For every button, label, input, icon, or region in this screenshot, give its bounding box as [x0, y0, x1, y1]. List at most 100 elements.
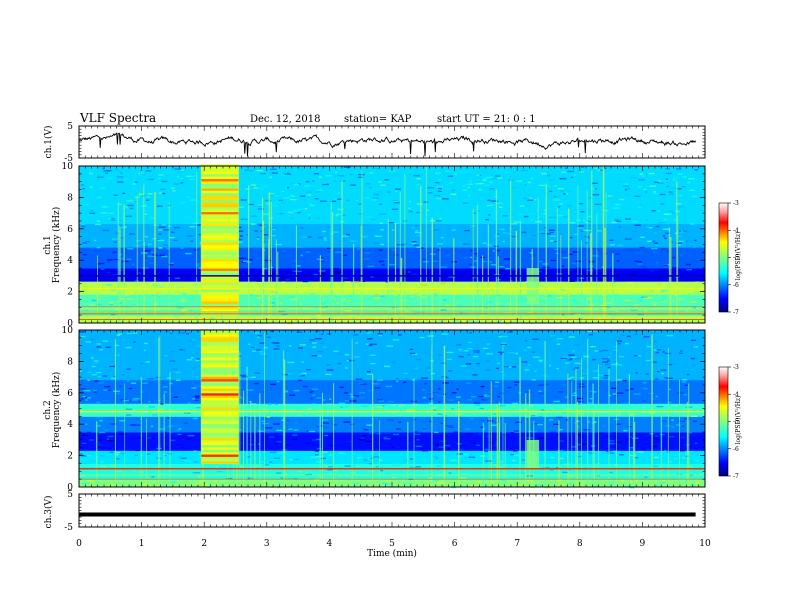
- broadband-burst-cell: [201, 329, 239, 333]
- spectrogram-speckle: [158, 448, 165, 451]
- spectrogram-speckle: [438, 474, 443, 477]
- spectrogram-speckle: [308, 477, 316, 480]
- spectrogram-speckle: [165, 167, 173, 169]
- spectrogram-speckle: [80, 335, 86, 338]
- spectrogram-speckle: [143, 349, 147, 352]
- spectrogram-speckle: [567, 190, 572, 192]
- cb1-gradient: [718, 202, 729, 313]
- spectrogram-speckle: [180, 446, 185, 449]
- spectrogram-speckle: [644, 302, 648, 305]
- spectrogram-speckle: [624, 188, 630, 190]
- broadband-burst-cell: [201, 279, 239, 283]
- spectrogram-speckle: [511, 268, 518, 271]
- spectrogram-speckle: [275, 403, 278, 405]
- spectrogram-speckle: [505, 264, 509, 267]
- spectrogram-speckle: [342, 235, 350, 237]
- spectrogram-speckle: [501, 342, 507, 344]
- spectrogram-speckle: [540, 232, 545, 235]
- spectrogram-speckle: [126, 258, 132, 261]
- spectrogram-speckle: [385, 385, 393, 388]
- spectrogram-speckle: [414, 231, 422, 234]
- spectrogram-speckle: [664, 425, 671, 427]
- spectrogram-speckle: [192, 471, 197, 474]
- spectrogram-speckle: [257, 205, 264, 208]
- spectrogram-band: [79, 416, 705, 420]
- spectrogram-speckle: [442, 318, 448, 320]
- spectrogram-speckle: [387, 400, 395, 403]
- spectrogram-speckle: [398, 408, 402, 410]
- spectrogram-speckle: [122, 260, 129, 263]
- spectrogram-speckle: [409, 352, 416, 355]
- spectrogram-speckle: [625, 437, 632, 440]
- spectrogram-speckle: [441, 198, 449, 200]
- spectrogram-speckle: [112, 293, 117, 295]
- spectrogram-speckle: [340, 180, 346, 182]
- spectrogram-speckle: [279, 277, 283, 279]
- spectrogram-speckle: [531, 351, 536, 353]
- spectrogram-speckle: [358, 173, 365, 176]
- spectrogram-speckle: [498, 371, 505, 373]
- spectrogram-speckle: [292, 270, 296, 272]
- spectrogram-speckle: [559, 483, 565, 486]
- spectrogram-speckle: [675, 203, 682, 205]
- spectrogram-speckle: [261, 241, 268, 243]
- spectrogram-speckle: [106, 259, 113, 261]
- spectrogram-speckle: [103, 170, 110, 172]
- spectrogram-speckle: [448, 181, 454, 184]
- spectrogram-band: [79, 468, 705, 472]
- spectrogram-speckle: [618, 226, 621, 228]
- broadband-burst-cell: [201, 392, 239, 396]
- spectrogram-band: [79, 249, 705, 253]
- spectrogram-speckle: [587, 220, 591, 223]
- spectrogram-speckle: [116, 446, 121, 449]
- spectrogram-speckle: [272, 228, 277, 231]
- spectrogram-speckle: [178, 428, 182, 430]
- spectrogram-speckle: [298, 374, 302, 376]
- broadband-burst-cell: [201, 458, 239, 462]
- spectrogram-speckle: [483, 426, 487, 429]
- spectrogram-speckle: [344, 465, 352, 467]
- spectrogram-speckle: [239, 257, 246, 260]
- spectrogram-speckle: [431, 260, 438, 262]
- spectrogram-speckle: [381, 291, 385, 294]
- spectrogram-speckle: [266, 416, 270, 418]
- spectrogram-speckle: [392, 404, 395, 407]
- spectrogram-speckle: [139, 362, 144, 365]
- spectrogram-speckle: [397, 404, 400, 406]
- broadband-burst-cell: [201, 430, 239, 434]
- spectrogram-speckle: [170, 350, 176, 353]
- spectrogram-speckle: [237, 377, 241, 379]
- spectrogram-speckle: [426, 209, 429, 211]
- spectrogram-speckle: [128, 400, 132, 402]
- spectrogram-speckle: [669, 436, 675, 438]
- spectrogram-speckle: [358, 176, 364, 179]
- spectrogram-speckle: [599, 350, 603, 352]
- spectrogram-speckle: [467, 347, 473, 350]
- spectrogram-speckle: [395, 377, 400, 380]
- spectrogram-band: [79, 463, 705, 467]
- spectrogram-speckle: [414, 433, 421, 436]
- spectrogram-speckle: [347, 300, 351, 302]
- spectrogram-speckle: [240, 366, 243, 369]
- spectrogram-speckle: [433, 455, 438, 458]
- spectrogram-speckle: [114, 344, 120, 347]
- spectrogram-speckle: [593, 248, 600, 250]
- spectrogram-speckle: [318, 308, 326, 311]
- broadband-burst-cell: [201, 449, 239, 453]
- spectrogram-speckle: [192, 417, 198, 420]
- spectrogram-speckle: [258, 277, 265, 279]
- spectrogram-speckle: [96, 343, 101, 345]
- spectrogram-speckle: [308, 217, 311, 220]
- spectrogram-speckle: [518, 472, 526, 474]
- spectrogram-speckle: [415, 438, 420, 441]
- spectrogram-speckle: [464, 257, 469, 259]
- spectrogram-speckle: [603, 377, 608, 379]
- spectrogram-speckle: [607, 356, 610, 358]
- spectrogram-speckle: [474, 260, 478, 262]
- spectrogram-speckle: [137, 239, 142, 242]
- spectrogram-speckle: [134, 454, 138, 457]
- spectrogram-speckle: [413, 175, 420, 177]
- spectrogram-speckle: [125, 298, 132, 300]
- spectrogram-speckle: [498, 405, 505, 407]
- spectrogram-speckle: [271, 235, 277, 237]
